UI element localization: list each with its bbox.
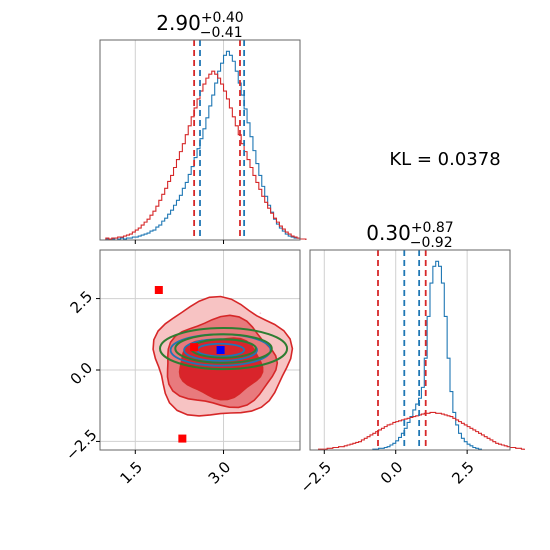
hist1-ticks [134,240,225,244]
marker-points [154,286,225,443]
hist1-title-main: 2.90 [156,11,201,35]
contour-y-tick-label-1: 0.0 [67,359,97,389]
hist2-title-sup: +0.87 [411,220,454,236]
hist1-title-sup: +0.40 [201,10,244,26]
hist2-title-main: 0.30 [366,221,411,245]
green-contour-0 [159,327,289,371]
hist2-tick-label-2: 2.5 [448,458,478,488]
hist2-tick-label-0: −2.5 [297,458,335,496]
contour-sample-point-89 [259,312,262,315]
histogram-param1-panel: 2.90+0.40 −0.41 [99,10,307,244]
hist1-frame [99,39,301,241]
hist2-series-1 [318,411,525,450]
hist1-quantile-lines [193,40,246,240]
hist1-grid [134,40,225,240]
contour-2d-panel: 1.5 3.0 −2.5 0.0 2.5 [62,249,301,488]
hist2-title-sub: −0.92 [410,235,453,251]
hist2-quantile-lines [377,250,427,450]
contour-y-tick-label-2: 2.5 [67,287,97,317]
hist1-series [105,50,307,241]
hist1-title-sub: −0.41 [200,25,243,41]
kl-divergence-label: KL = 0.0378 [389,149,500,170]
hist2-tick-label-1: 0.0 [377,458,407,488]
hist2-ticks: −2.5 0.0 2.5 [297,450,478,497]
contour-x-tick-label-0: 1.5 [116,458,146,488]
contour-frame [99,249,301,451]
marker-square-2 [190,343,199,352]
contour-x-tick-label-1: 3.0 [205,458,235,488]
contour-y-tick-label-0: −2.5 [62,426,100,464]
hist2-grid [323,250,468,450]
hist1-title: 2.90+0.40 −0.41 [156,10,243,41]
hist1-series-1 [105,70,307,240]
histogram-param2-panel: −2.5 0.0 2.5 0.30+0.87 −0.92 [297,220,525,497]
hist2-title: 0.30+0.87 −0.92 [366,220,453,251]
hist2-series [318,260,525,450]
marker-square-3 [216,346,225,354]
green-contour-1 [174,333,273,364]
hist2-series-0 [372,260,482,450]
marker-square-1 [178,434,187,443]
hist2-frame [309,249,511,451]
marker-square-0 [154,286,163,294]
